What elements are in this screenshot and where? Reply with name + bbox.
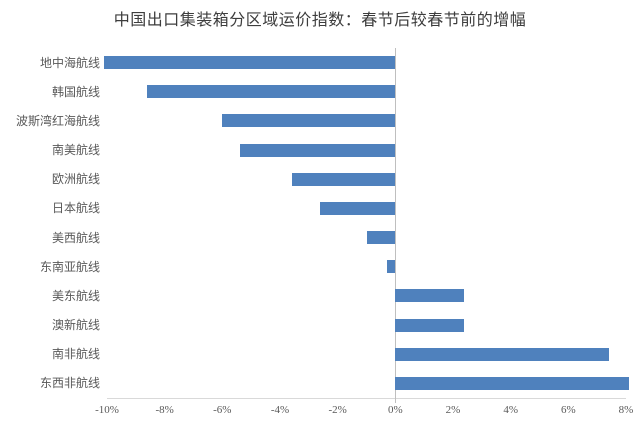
bar [239,143,396,157]
x-tick-label: 6% [560,404,576,416]
bar [395,318,465,332]
category-label: 波斯湾红海航线 [15,113,100,128]
bar [222,114,396,128]
bar [395,376,629,390]
x-tick-label: -2% [328,404,347,416]
bar [291,172,396,186]
x-tick-label: -6% [213,404,232,416]
zero-axis-line [395,48,396,403]
category-label: 东西非航线 [39,376,100,391]
category-label: 东南亚航线 [39,259,100,274]
category-label: 澳新航线 [51,318,100,333]
x-tick-label: -8% [155,404,174,416]
category-label: 欧洲航线 [51,172,100,187]
x-tick-label: 4% [503,404,519,416]
x-axis: -10% -8% -6% -4% -2% 0% 2% 4% 6% 8% [95,398,633,422]
category-label: 美西航线 [51,230,100,245]
chart-title: 中国出口集装箱分区域运价指数：春节后较春节前的增幅 [113,12,527,29]
category-label: 地中海航线 [39,55,100,70]
x-tick-label: -10% [95,404,119,416]
bar [386,260,396,274]
bar [147,85,396,99]
category-label: 日本航线 [51,201,100,216]
category-label: 南美航线 [51,143,100,158]
x-tick-label: 0% [387,404,403,416]
category-label: 南非航线 [51,347,100,362]
plot-area [104,48,629,403]
category-axis: 地中海航线韩国航线波斯湾红海航线南美航线欧洲航线日本航线美西航线东南亚航线美东航… [0,48,100,398]
category-label: 美东航线 [51,288,100,303]
x-tick-label: 8% [618,404,634,416]
bar [395,347,609,361]
bar [104,56,396,70]
bar [366,231,396,245]
x-tick-label: 2% [445,404,461,416]
bar [320,201,396,215]
x-tick-label: -4% [270,404,290,416]
bar [395,289,465,303]
category-label: 韩国航线 [51,84,100,99]
